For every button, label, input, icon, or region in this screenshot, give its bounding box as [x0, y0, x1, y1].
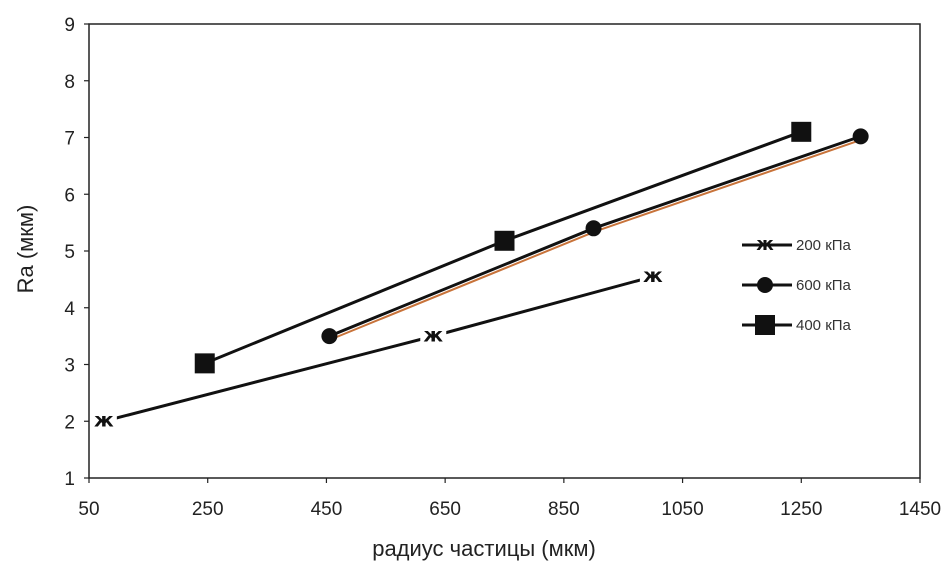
- x-tick-label: 1050: [661, 499, 703, 520]
- circle-marker: [852, 128, 869, 145]
- x-tick-label: 450: [311, 499, 343, 520]
- marker-backdrop: [639, 266, 666, 287]
- x-tick-label: 1450: [899, 499, 941, 520]
- series-line: [103, 275, 654, 423]
- zhe-marker: ж: [423, 324, 443, 347]
- x-tick-label: 650: [429, 499, 461, 520]
- legend: ж 200 кПа 600 кПа 400 кПа: [742, 235, 852, 335]
- circle-marker: [321, 328, 338, 345]
- y-tick-label: 2: [64, 412, 75, 433]
- legend-label: 200 кПа: [796, 237, 852, 254]
- y-tick-label: 7: [64, 129, 75, 150]
- legend-item: 600 кПа: [742, 277, 852, 294]
- square-marker: [791, 121, 812, 142]
- legend-label: 400 кПа: [796, 317, 852, 334]
- legend-item: 400 кПа: [742, 315, 852, 335]
- square-marker: [755, 315, 775, 335]
- legend-label: 600 кПа: [796, 277, 852, 294]
- circle-marker: [757, 277, 773, 293]
- series-1: ж ж ж: [90, 264, 666, 432]
- zhe-marker: ж: [94, 409, 114, 432]
- legend-item: ж 200 кПа: [742, 235, 852, 255]
- series-line: [328, 134, 862, 338]
- zhe-marker: ж: [643, 264, 663, 287]
- y-tick-label: 9: [64, 15, 75, 36]
- marker-backdrop: [420, 326, 447, 347]
- axes: 50 250 450 650 850 1050 1250 1450 1 2 3 4 5 6 7 8 9: [64, 15, 941, 520]
- y-tick-label: 6: [64, 185, 75, 206]
- series-line-accent: [331, 138, 863, 341]
- circle-marker: [585, 220, 602, 237]
- zhe-marker: ж: [756, 235, 774, 255]
- series-3: [194, 121, 812, 374]
- square-marker: [494, 230, 515, 251]
- y-axis-title: Ra (мкм): [13, 205, 38, 294]
- square-marker: [194, 353, 215, 374]
- x-axis-title: радиус частицы (мкм): [372, 536, 596, 561]
- x-tick-label: 50: [78, 499, 99, 520]
- series-layer: ж ж ж: [90, 121, 869, 432]
- marker-backdrop: [90, 411, 117, 432]
- series-2: [321, 128, 869, 345]
- x-tick-label: 250: [192, 499, 224, 520]
- y-tick-label: 5: [64, 242, 75, 263]
- y-tick-label: 8: [64, 72, 75, 93]
- y-tick-label: 3: [64, 356, 75, 377]
- y-tick-label: 1: [64, 469, 75, 490]
- x-tick-label: 850: [548, 499, 580, 520]
- x-tick-label: 1250: [780, 499, 822, 520]
- y-tick-label: 4: [64, 299, 75, 320]
